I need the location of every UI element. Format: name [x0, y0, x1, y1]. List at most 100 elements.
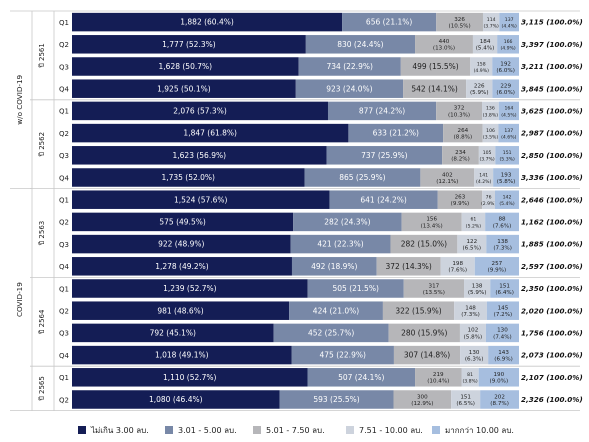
data-label: (13.5%)	[423, 290, 445, 296]
bar-y2563-q1-seg-2	[329, 190, 438, 209]
data-label: 372	[454, 106, 465, 112]
bar-y2562-q4-seg-4	[474, 168, 494, 187]
legend-label: ไม่เกิน 3.00 ลบ.	[91, 425, 149, 435]
legend-swatch	[253, 426, 261, 434]
quarter-label: Q3	[59, 152, 69, 160]
bar-y2563-q1-seg-1	[72, 190, 330, 209]
data-label: 923 (24.0%)	[326, 84, 372, 93]
data-label: (8.8%)	[454, 135, 473, 141]
bar-y2561-q4-seg-4	[466, 79, 493, 98]
data-label: 656 (21.1%)	[366, 18, 412, 27]
bar-y2565-q2-seg-2	[279, 390, 394, 409]
data-label: 148	[465, 306, 476, 312]
data-label: (6.9%)	[494, 357, 513, 363]
quarter-label: Q4	[59, 352, 70, 360]
data-label: 184	[480, 39, 491, 45]
quarter-label: Q3	[59, 241, 69, 249]
data-label: 830 (24.4%)	[337, 40, 383, 49]
data-label: (7.6%)	[448, 268, 467, 274]
bar-y2563-q4-seg-5	[474, 257, 519, 276]
data-label: (6.5%)	[456, 401, 475, 407]
bar-y2562-q4-seg-3	[420, 168, 475, 187]
bar-y2563-q4-seg-1	[72, 257, 292, 276]
bar-y2565-q2-seg-5	[480, 390, 519, 409]
data-label: (10.5%)	[449, 24, 471, 30]
legend-swatch	[432, 426, 440, 434]
data-label: (6.0%)	[496, 90, 515, 96]
data-label: (8.7%)	[490, 401, 509, 407]
total-label: 2,597 (100.0%)	[521, 262, 583, 271]
total-label: 3,625 (100.0%)	[521, 107, 583, 116]
bar-y2561-q2-seg-1	[72, 35, 306, 54]
year-label: ปี 2562	[38, 132, 46, 157]
data-label: 141	[479, 172, 488, 178]
quarter-label: Q4	[59, 174, 70, 182]
bar-y2563-q2-seg-3	[401, 212, 462, 232]
data-label: (8.2%)	[451, 157, 470, 163]
quarter-label: Q2	[59, 41, 69, 49]
data-label: 130	[497, 328, 508, 334]
data-label: 1,735 (52.0%)	[161, 173, 215, 182]
bar-y2565-q1-seg-2	[307, 368, 416, 387]
data-label: 226	[474, 84, 485, 90]
data-label: (5.4%)	[499, 201, 514, 207]
total-label: 2,073 (100.0%)	[521, 351, 583, 360]
legend-swatch	[165, 426, 173, 434]
total-label: 2,850 (100.0%)	[521, 151, 583, 160]
data-label: 263	[455, 195, 466, 201]
data-label: 575 (49.5%)	[159, 218, 205, 227]
quarter-label: Q2	[59, 308, 69, 316]
data-label: 492 (18.9%)	[311, 262, 357, 271]
bar-y2564-q4-seg-4	[460, 345, 489, 365]
data-label: 130	[469, 350, 480, 356]
data-label: 300	[417, 394, 428, 400]
data-label: (7.3%)	[461, 312, 480, 318]
data-label: 192	[500, 61, 511, 67]
data-label: 475 (22.9%)	[320, 351, 366, 360]
data-label: 156	[426, 217, 437, 223]
bar-y2561-q2-seg-3	[415, 35, 473, 54]
bar-y2564-q2-seg-5	[486, 301, 519, 320]
bar-y2561-q1-seg-1	[72, 12, 343, 32]
bar-y2562-q4-seg-5	[493, 168, 519, 187]
data-label: 102	[468, 328, 479, 334]
bar-y2564-q2-seg-1	[72, 301, 290, 320]
bar-y2565-q1-seg-1	[72, 368, 308, 387]
data-label: 136	[486, 106, 495, 112]
total-label: 3,211 (100.0%)	[521, 62, 583, 71]
data-label: 1,882 (60.4%)	[180, 18, 234, 27]
bar-y2563-q3-seg-1	[72, 234, 291, 254]
data-label: 1,110 (52.7%)	[163, 373, 217, 382]
total-label: 3,336 (100.0%)	[521, 173, 583, 182]
legend-item: 5.01 - 7.50 ลบ.	[253, 423, 325, 437]
data-label: (5.9%)	[468, 290, 487, 296]
year-label: ปี 2564	[38, 309, 46, 334]
quarter-label: Q1	[59, 374, 69, 382]
data-label: 1,018 (49.1%)	[155, 351, 209, 360]
data-label: 865 (25.9%)	[339, 173, 385, 182]
legend-swatch	[78, 426, 86, 434]
data-label: 219	[433, 372, 444, 378]
data-label: 145	[498, 306, 509, 312]
legend-item: 7.51 - 10.00 ลบ.	[346, 423, 423, 437]
bar-y2564-q3-seg-1	[72, 323, 274, 343]
data-label: (3.8%)	[462, 379, 477, 385]
data-label: (9.0%)	[490, 379, 509, 385]
data-label: 737 (25.9%)	[361, 151, 407, 160]
data-label: (4.2%)	[476, 179, 491, 185]
data-label: 81	[467, 372, 473, 378]
bar-y2562-q3-seg-3	[442, 146, 479, 165]
bar-y2561-q2-seg-2	[305, 35, 416, 54]
data-label: (3.8%)	[483, 112, 498, 118]
data-label: 981 (48.6%)	[157, 306, 203, 315]
data-label: 202	[494, 394, 505, 400]
data-label: 1,080 (46.4%)	[149, 395, 203, 404]
data-label: 507 (24.1%)	[338, 373, 384, 382]
bar-y2561-q3-seg-1	[72, 57, 299, 76]
total-label: 1,885 (100.0%)	[521, 240, 583, 249]
bar-y2562-q1-seg-5	[498, 101, 519, 121]
data-label: 542 (14.1%)	[411, 84, 457, 93]
chart-legend: ไม่เกิน 3.00 ลบ. 3.01 - 5.00 ลบ. 5.01 - 7.…	[0, 418, 589, 440]
bar-y2563-q1-seg-5	[495, 190, 519, 209]
bar-y2563-q2-seg-4	[461, 212, 486, 232]
